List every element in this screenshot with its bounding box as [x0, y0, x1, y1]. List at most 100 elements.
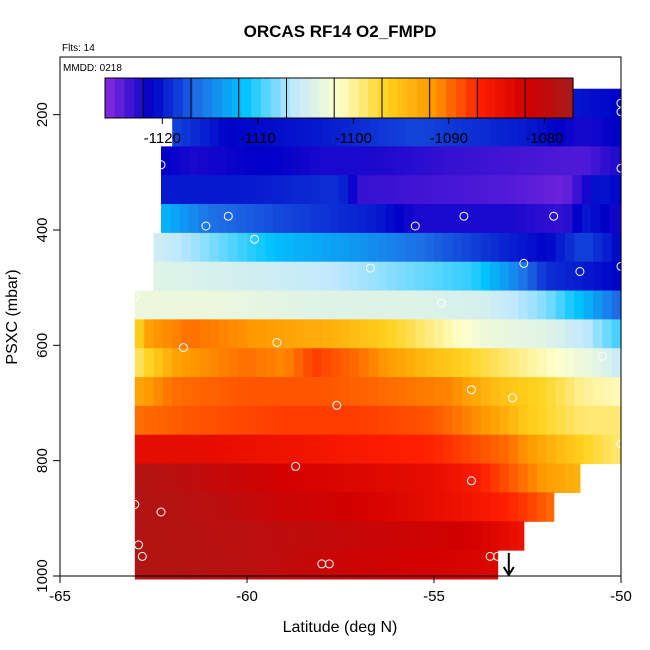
heatmap-cell: [218, 348, 229, 378]
heatmap-cell: [396, 117, 407, 147]
colorbar-swatch: [563, 78, 574, 118]
heatmap-cell: [415, 434, 426, 465]
heatmap-cell: [424, 348, 435, 378]
heatmap-cell: [592, 232, 603, 263]
heatmap-cell: [413, 175, 424, 205]
heatmap-cell: [228, 232, 239, 263]
heatmap-cell: [527, 117, 538, 147]
heatmap-cell: [218, 521, 229, 551]
heatmap-cell: [319, 204, 330, 234]
heatmap-cell: [256, 377, 267, 407]
heatmap-cell: [396, 405, 407, 436]
heatmap-cell: [404, 146, 415, 176]
heatmap-cell: [490, 117, 501, 147]
heatmap-cell: [518, 232, 529, 263]
heatmap-cell: [209, 405, 220, 436]
heatmap-cell: [153, 550, 164, 580]
observation-marker: [332, 400, 342, 410]
heatmap-cell: [508, 290, 519, 320]
heatmap-cell: [415, 377, 426, 407]
heatmap-cell: [387, 377, 398, 407]
heatmap-cell: [609, 204, 620, 234]
heatmap-cell: [424, 261, 435, 292]
heatmap-cell: [310, 175, 321, 205]
heatmap-cell: [190, 492, 201, 522]
heatmap-cell: [394, 175, 405, 205]
heatmap-cell: [415, 290, 426, 320]
observation-marker: [324, 559, 334, 569]
heatmap-cell: [172, 117, 183, 147]
colorbar-swatch: [241, 78, 252, 118]
heatmap-cell: [321, 232, 332, 263]
heatmap-cell: [480, 319, 491, 349]
heatmap-cell: [499, 521, 510, 551]
heatmap-cell: [471, 521, 482, 551]
heatmap-cell: [293, 232, 304, 263]
heatmap-cell: [480, 463, 491, 493]
heatmap-cell: [490, 492, 501, 522]
heatmap-cell: [583, 434, 594, 465]
heatmap-cell: [331, 319, 342, 349]
heatmap-cell: [564, 261, 575, 292]
heatmap-cell: [508, 405, 519, 436]
heatmap-cell: [218, 434, 229, 465]
heatmap-cell: [237, 377, 248, 407]
heatmap-cell: [376, 175, 386, 205]
heatmap-cell: [179, 146, 190, 176]
heatmap-cell: [256, 521, 267, 551]
heatmap-cell: [209, 319, 220, 349]
heatmap-cell: [247, 261, 257, 292]
heatmap-cell: [396, 290, 407, 320]
heatmap-cell: [518, 492, 529, 522]
heatmap-cell: [497, 146, 508, 176]
heatmap-cell: [387, 290, 398, 320]
heatmap-cell: [611, 117, 622, 147]
heatmap-cell: [162, 550, 173, 580]
heatmap-cell: [359, 405, 370, 436]
heatmap-cell: [478, 204, 489, 234]
heatmap-cell: [443, 232, 454, 263]
heatmap-cell: [347, 175, 358, 205]
heatmap-cell: [377, 319, 388, 349]
heatmap-cell: [600, 88, 611, 119]
y-tick-label: 200: [34, 102, 51, 127]
heatmap-cell: [321, 290, 332, 320]
heatmap-cell: [592, 261, 603, 292]
heatmap-cell: [329, 204, 340, 234]
heatmap-cell: [619, 204, 622, 234]
heatmap-cell: [499, 463, 510, 493]
heatmap-cell: [434, 521, 444, 551]
heatmap-cell: [478, 175, 489, 205]
heatmap-cell: [469, 175, 480, 205]
heatmap-cell: [282, 146, 293, 176]
heatmap-cell: [600, 175, 611, 205]
heatmap-cell: [546, 405, 557, 436]
colorbar-swatch: [485, 78, 496, 118]
x-tick-label: -65: [49, 588, 71, 605]
heatmap-cell: [424, 492, 435, 522]
heatmap-cell: [340, 348, 351, 378]
heatmap-cell: [170, 204, 181, 234]
colorbar-swatch: [173, 78, 184, 118]
heatmap-cell: [303, 348, 314, 378]
heatmap-cell: [574, 463, 581, 493]
heatmap-cell: [228, 405, 239, 436]
colorbar-swatch: [514, 78, 525, 118]
heatmap-cell: [134, 348, 145, 378]
heatmap-cell: [443, 550, 454, 580]
heatmap-cell: [275, 550, 285, 580]
colorbar-swatch: [280, 78, 291, 118]
heatmap-cell: [303, 405, 314, 436]
heatmap-cell: [256, 290, 267, 320]
heatmap-cell: [247, 521, 257, 551]
heatmap-cell: [359, 377, 370, 407]
heatmap-cell: [349, 405, 360, 436]
heatmap-cell: [228, 290, 239, 320]
heatmap-cell: [387, 434, 398, 465]
heatmap-cell: [443, 319, 454, 349]
heatmap-cell: [490, 348, 501, 378]
heatmap-cell: [312, 117, 323, 147]
heatmap-cell: [490, 377, 501, 407]
heatmap-cell: [443, 434, 454, 465]
heatmap-cell: [153, 348, 164, 378]
